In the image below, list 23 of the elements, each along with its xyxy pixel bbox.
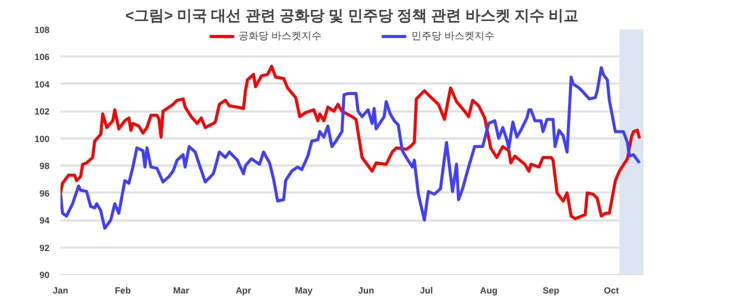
legend-label: 공화당 바스켓지수: [238, 30, 322, 43]
x-tick-label: Feb: [114, 286, 132, 296]
x-tick-label: Mar: [173, 286, 190, 296]
x-tick-label: Oct: [604, 286, 619, 296]
chart-title: <그림> 미국 대선 관련 공화당 및 민주당 정책 관련 바스켓 지수 비교: [125, 8, 579, 24]
y-tick-label: 102: [34, 106, 50, 117]
x-tick-label: Jan: [52, 286, 68, 296]
x-tick-label: Aug: [480, 286, 498, 296]
x-tick-label: Jul: [420, 286, 433, 296]
y-tick-label: 100: [34, 134, 50, 144]
y-tick-label: 104: [34, 79, 50, 90]
x-tick-label: May: [295, 286, 313, 296]
y-tick-label: 108: [34, 25, 50, 35]
y-tick-label: 94: [39, 216, 50, 226]
y-tick-label: 90: [39, 270, 50, 280]
y-tick-label: 92: [39, 242, 50, 253]
y-tick-label: 106: [34, 52, 50, 62]
x-tick-label: Jun: [358, 286, 374, 296]
legend-label: 민주당 바스켓지수: [412, 30, 494, 43]
y-tick-label: 98: [39, 161, 50, 172]
x-tick-label: Apr: [236, 286, 252, 296]
x-tick-label: Sep: [542, 286, 560, 296]
y-tick-label: 96: [39, 188, 50, 198]
